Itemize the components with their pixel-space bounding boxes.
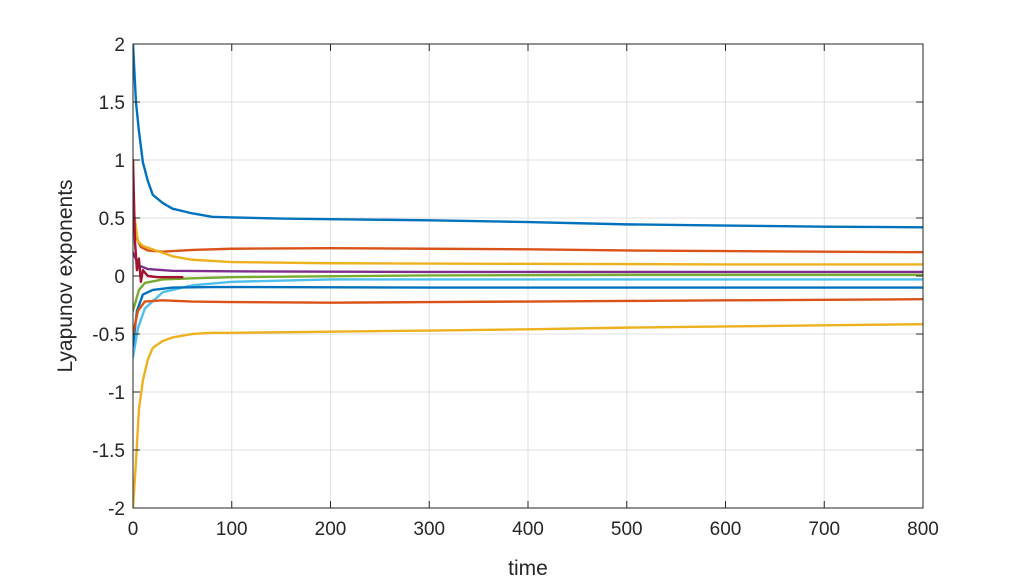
- series-line-7: [133, 285, 923, 347]
- series-group: [133, 44, 923, 508]
- series-line-6: [133, 278, 923, 359]
- y-tick-label: 0.5: [99, 209, 125, 230]
- x-tick-label: 100: [216, 519, 248, 540]
- x-tick-label: 300: [413, 519, 445, 540]
- y-tick-label: 1.5: [99, 93, 125, 114]
- x-tick-label: 0: [128, 519, 139, 540]
- x-tick-label: 200: [315, 519, 347, 540]
- series-line-8: [133, 298, 923, 336]
- x-tick-label: 700: [808, 519, 840, 540]
- y-tick-label: -2: [108, 499, 125, 520]
- y-tick-label: 0: [114, 267, 125, 288]
- tick-marks: [132, 43, 924, 509]
- y-tick-label: -0.5: [92, 325, 125, 346]
- y-tick-labels: -2 -1.5 -1 -0.5 0 0.5 1 1.5 2: [92, 35, 125, 520]
- x-tick-label: 400: [512, 519, 544, 540]
- y-tick-label: 2: [114, 35, 125, 56]
- x-tick-label: 800: [907, 519, 939, 540]
- x-tick-label: 600: [710, 519, 742, 540]
- x-axis-label: time: [508, 557, 548, 580]
- y-tick-label: -1: [108, 383, 125, 404]
- series-line-2: [133, 216, 923, 254]
- y-tick-label: -1.5: [92, 441, 125, 462]
- y-tick-label: 1: [114, 151, 125, 172]
- series-line-9: [133, 322, 923, 508]
- series-line-1: [133, 44, 923, 229]
- x-tick-label: 500: [611, 519, 643, 540]
- x-tick-labels: 0 100 200 300 400 500 600 700 800: [128, 519, 939, 540]
- series-line-5: [133, 273, 923, 312]
- series-line-3: [133, 205, 923, 266]
- y-axis-label: Lyapunov exponents: [54, 179, 77, 372]
- series-line-10: [133, 158, 184, 283]
